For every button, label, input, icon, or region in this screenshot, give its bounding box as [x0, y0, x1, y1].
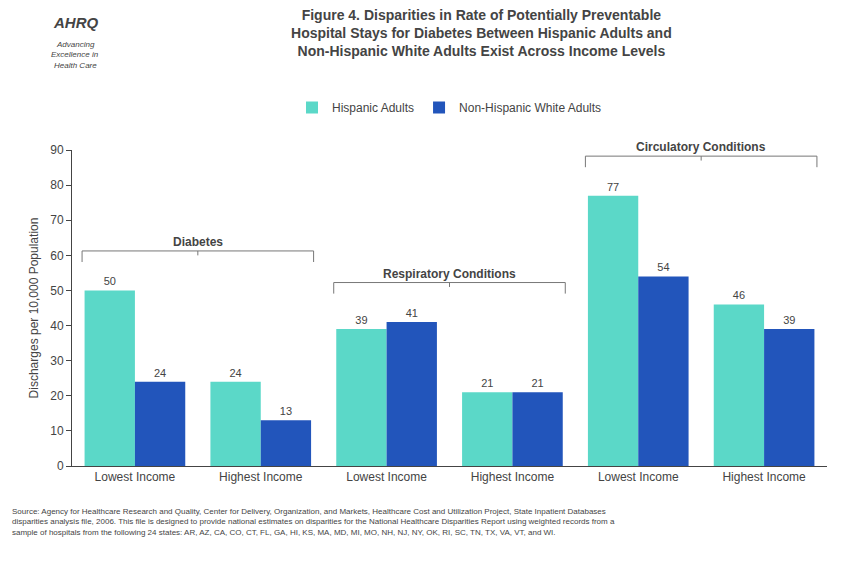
svg-text:24: 24: [154, 367, 166, 379]
svg-text:80: 80: [50, 178, 64, 192]
svg-text:60: 60: [50, 249, 64, 263]
svg-text:Figure 4. Disparities in Rate: Figure 4. Disparities in Rate of Potenti…: [291, 7, 672, 59]
svg-text:70: 70: [50, 213, 64, 227]
svg-text:10: 10: [50, 424, 64, 438]
svg-text:Highest Income: Highest Income: [722, 470, 806, 484]
svg-text:0: 0: [57, 459, 64, 473]
svg-text:Lowest Income: Lowest Income: [346, 470, 427, 484]
svg-text:AHRQ: AHRQ: [53, 14, 98, 31]
svg-text:39: 39: [783, 314, 795, 326]
svg-text:24: 24: [229, 367, 241, 379]
svg-text:39: 39: [355, 314, 367, 326]
svg-text:Lowest Income: Lowest Income: [95, 470, 176, 484]
svg-text:20: 20: [50, 389, 64, 403]
svg-text:54: 54: [657, 261, 669, 273]
svg-text:Excellence in: Excellence in: [51, 50, 99, 59]
svg-text:Source: Agency for Healthcare: Source: Agency for Healthcare Research a…: [12, 507, 615, 537]
svg-text:90: 90: [50, 143, 64, 157]
svg-text:41: 41: [406, 307, 418, 319]
svg-text:30: 30: [50, 354, 64, 368]
svg-text:Circulatory Conditions: Circulatory Conditions: [636, 140, 766, 154]
svg-text:Advancing: Advancing: [56, 40, 95, 49]
svg-text:21: 21: [481, 377, 493, 389]
svg-text:77: 77: [607, 181, 619, 193]
svg-text:50: 50: [50, 284, 64, 298]
svg-text:46: 46: [733, 289, 745, 301]
svg-text:Non-Hispanic White Adults: Non-Hispanic White Adults: [459, 101, 601, 115]
svg-text:Diabetes: Diabetes: [173, 235, 223, 249]
svg-text:Lowest Income: Lowest Income: [598, 470, 679, 484]
svg-text:21: 21: [531, 377, 543, 389]
svg-text:40: 40: [50, 319, 64, 333]
svg-text:Health Care: Health Care: [54, 61, 97, 70]
svg-text:Hispanic Adults: Hispanic Adults: [332, 101, 414, 115]
svg-text:50: 50: [104, 275, 116, 287]
svg-text:Highest Income: Highest Income: [219, 470, 303, 484]
svg-text:Highest Income: Highest Income: [471, 470, 555, 484]
svg-text:Respiratory Conditions: Respiratory Conditions: [383, 267, 516, 281]
svg-text:13: 13: [280, 405, 292, 417]
svg-text:Discharges per 10,000 Populati: Discharges per 10,000 Population: [27, 218, 41, 399]
